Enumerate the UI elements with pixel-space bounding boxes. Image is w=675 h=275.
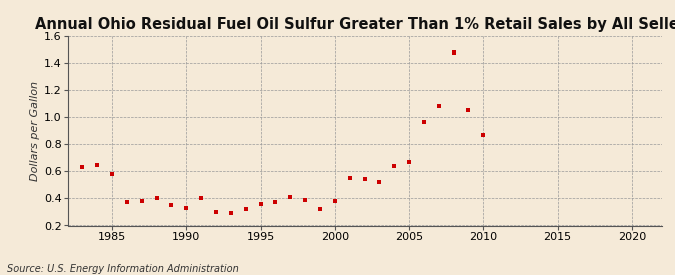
Y-axis label: Dollars per Gallon: Dollars per Gallon	[30, 81, 40, 181]
Title: Annual Ohio Residual Fuel Oil Sulfur Greater Than 1% Retail Sales by All Sellers: Annual Ohio Residual Fuel Oil Sulfur Gre…	[34, 17, 675, 32]
Text: Source: U.S. Energy Information Administration: Source: U.S. Energy Information Administ…	[7, 264, 238, 274]
